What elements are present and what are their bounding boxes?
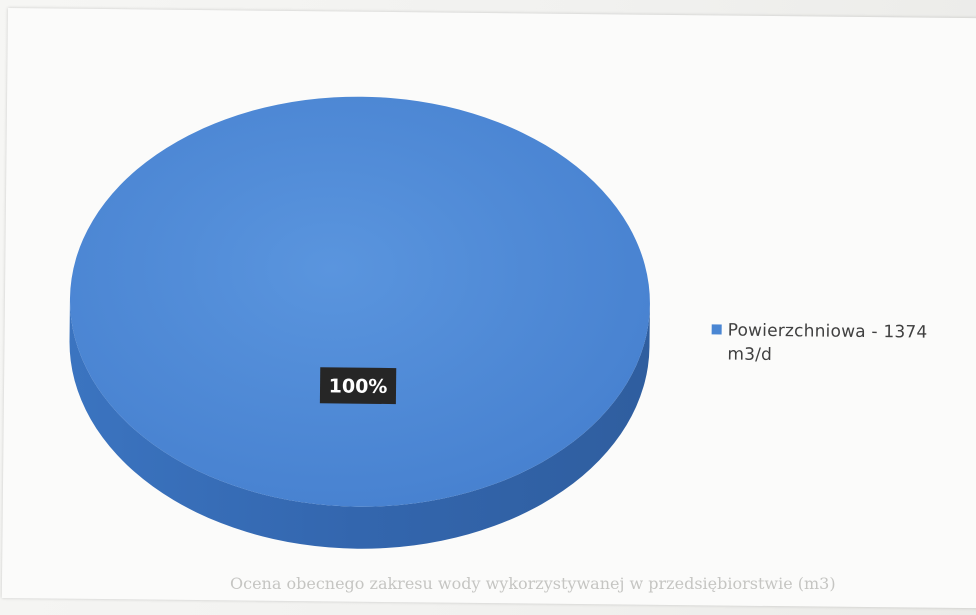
pie-chart: 100%: [69, 96, 650, 549]
legend: Powierzchniowa - 1374 m3/d: [711, 318, 973, 369]
legend-swatch: [711, 324, 722, 335]
data-label-box: [319, 367, 397, 405]
pie-slice-top: [69, 96, 650, 507]
footer-text: Ocena obecnego zakresu wody wykorzystywa…: [230, 574, 836, 593]
legend-label: Powierzchniowa - 1374 m3/d: [727, 320, 928, 366]
pie-slice-side: [69, 298, 650, 549]
chart-paper: 100% Powierzchniowa - 1374 m3/d: [1, 8, 976, 609]
data-label-percent: 100%: [329, 375, 388, 398]
pie-group: 100%: [69, 96, 650, 549]
